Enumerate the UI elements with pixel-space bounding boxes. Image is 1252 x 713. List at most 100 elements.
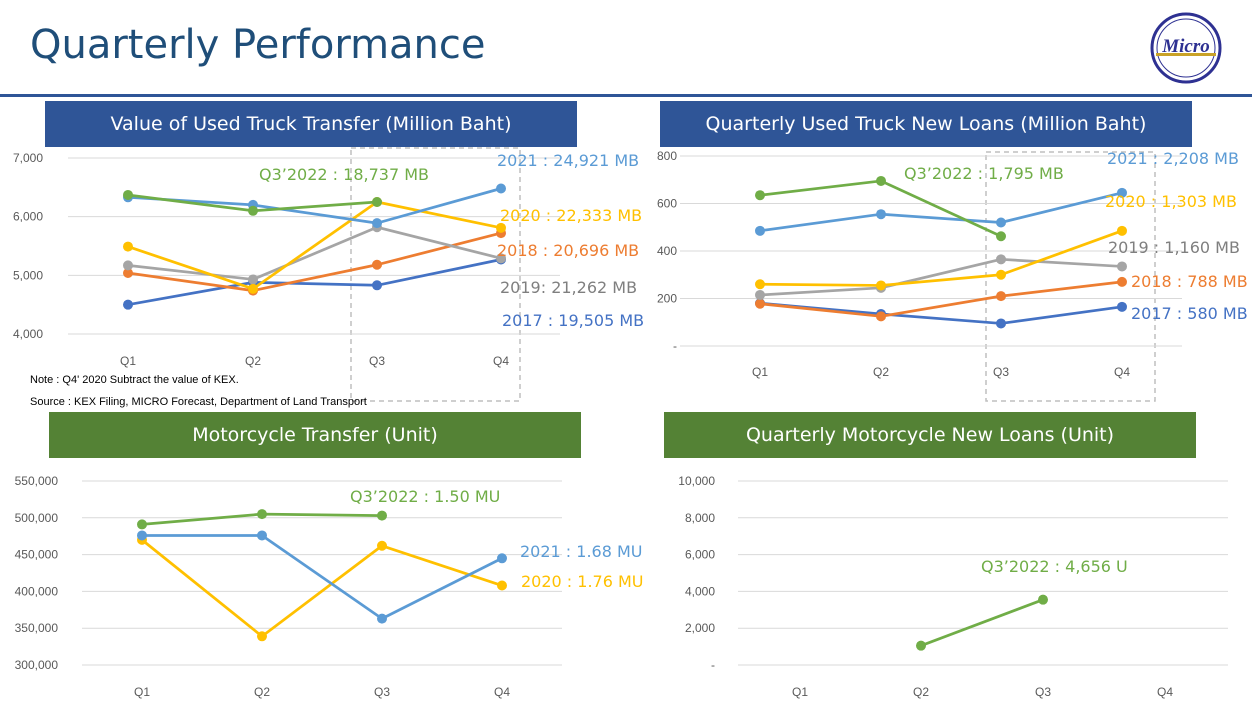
page-title: Quarterly Performance: [30, 22, 486, 68]
truck_loans-xtick-label: Q4: [1114, 365, 1130, 379]
truck-loans-header: Quarterly Used Truck New Loans (Million …: [660, 101, 1192, 147]
truck_loans-ytick-label: 400: [657, 244, 677, 258]
truck_loans-annotation: 2017 : 580 MB: [1131, 304, 1248, 323]
truck_loans-series-line-2021: [759, 191, 1123, 233]
truck_transfer-xtick-label: Q4: [493, 354, 509, 368]
truck_transfer-xtick-label: Q2: [245, 354, 261, 368]
truck_loans-point-2021: [996, 217, 1006, 228]
truck_transfer-point-2018: [123, 267, 133, 278]
truck_loans-highlight-box: [985, 151, 1156, 402]
truck_loans-ytick-label: 800: [657, 149, 677, 163]
truck_loans-series-line-2018: [759, 280, 1123, 318]
micro-logo: Micro: [1150, 12, 1222, 84]
moto_loans-ytick-label: 6,000: [685, 548, 715, 562]
truck_loans-point-2019: [1117, 261, 1127, 272]
moto_loans-ytick-label: 10,000: [678, 474, 715, 488]
moto_transfer-xtick-label: Q3: [374, 685, 390, 699]
truck_loans-point-2017: [1117, 301, 1127, 312]
truck_transfer-ytick-label: 4,000: [13, 327, 43, 341]
truck_loans-point-2022: [996, 231, 1006, 242]
truck_loans-point-2019: [755, 289, 765, 300]
truck_transfer-series-line-2020: [127, 200, 502, 291]
truck_transfer-point-2021: [496, 183, 506, 194]
truck_transfer-point-2021: [372, 218, 382, 229]
source-note: Source : KEX Filing, MICRO Forecast, Dep…: [30, 396, 367, 408]
truck_transfer-point-2022: [248, 205, 258, 216]
truck_loans-ytick-label: -: [673, 339, 677, 353]
truck_transfer-series-line-2018: [127, 231, 502, 292]
truck_transfer-xtick-label: Q1: [120, 354, 136, 368]
moto_transfer-series-line-2020: [141, 538, 503, 638]
truck_loans-xtick-label: Q1: [752, 365, 768, 379]
truck_loans-point-2018: [755, 298, 765, 309]
truck_transfer-series-line-2021: [127, 187, 502, 225]
moto_transfer-ytick-label: 400,000: [15, 584, 59, 598]
moto_transfer-ytick-label: 500,000: [15, 511, 59, 525]
truck_loans-xtick-label: Q3: [993, 365, 1009, 379]
moto_transfer-point-2020: [257, 631, 267, 642]
truck_transfer-annotation: 2019: 21,262 MB: [500, 278, 637, 297]
moto_transfer-point-2021: [497, 553, 507, 564]
moto_transfer-point-2021: [377, 613, 387, 624]
truck_loans-point-2018: [1117, 276, 1127, 287]
truck_transfer-series-line-2017: [127, 258, 502, 307]
truck_transfer-annotation: 2021 : 24,921 MB: [497, 151, 639, 170]
truck_loans-point-2022: [755, 190, 765, 201]
truck_transfer-point-2017: [123, 299, 133, 310]
truck_loans-annotation: 2020 : 1,303 MB: [1105, 192, 1237, 211]
moto_loans-annotation: Q3’2022 : 4,656 U: [981, 557, 1128, 576]
truck_loans-point-2018: [996, 291, 1006, 302]
truck_transfer-xtick-label: Q3: [369, 354, 385, 368]
moto_transfer-point-2020: [377, 540, 387, 551]
moto_loans-xtick-label: Q2: [913, 685, 929, 699]
truck_loans-point-2019: [996, 254, 1006, 265]
truck_loans-point-2022: [876, 175, 886, 186]
truck_transfer-annotation: 2020 : 22,333 MB: [500, 206, 642, 225]
moto_transfer-ytick-label: 550,000: [15, 474, 59, 488]
truck_transfer-ytick-label: 6,000: [13, 210, 43, 224]
logo-text: Micro: [1161, 36, 1210, 57]
moto_loans-series-line-2022: [920, 598, 1044, 647]
truck_loans-point-2021: [755, 225, 765, 236]
moto_loans-xtick-label: Q3: [1035, 685, 1051, 699]
moto_transfer-point-2022: [377, 510, 387, 521]
truck_loans-series-line-2020: [759, 229, 1123, 287]
moto_loans-ytick-label: 8,000: [685, 511, 715, 525]
truck_loans-point-2018: [876, 311, 886, 322]
truck_loans-point-2020: [996, 269, 1006, 280]
truck_transfer-annotation: 2018 : 20,696 MB: [497, 241, 639, 260]
truck_transfer-annotation: 2017 : 19,505 MB: [502, 311, 644, 330]
moto_loans-ytick-label: -: [711, 658, 715, 672]
truck_transfer-ytick-label: 7,000: [13, 151, 43, 165]
moto_loans-xtick-label: Q4: [1157, 685, 1173, 699]
footnote: Note : Q4' 2020 Subtract the value of KE…: [30, 374, 239, 386]
truck_loans-annotation: 2019 : 1,160 MB: [1108, 238, 1240, 257]
moto_transfer-ytick-label: 450,000: [15, 548, 59, 562]
truck_transfer-ytick-label: 5,000: [13, 268, 43, 282]
truck_loans-annotation: Q3’2022 : 1,795 MB: [904, 164, 1064, 183]
truck_transfer-point-2019: [248, 274, 258, 285]
truck_loans-point-2021: [1117, 187, 1127, 198]
moto_loans-xtick-label: Q1: [792, 685, 808, 699]
moto_transfer-annotation: 2020 : 1.76 MU: [521, 572, 644, 591]
moto_transfer-ytick-label: 300,000: [15, 658, 59, 672]
truck_loans-annotation: 2021 : 2,208 MB: [1107, 149, 1239, 168]
truck_loans-point-2020: [755, 279, 765, 290]
moto_transfer-annotation: Q3’2022 : 1.50 MU: [350, 487, 500, 506]
moto_transfer-point-2021: [257, 530, 267, 541]
moto_transfer-ytick-label: 350,000: [15, 621, 59, 635]
truck-transfer-header: Value of Used Truck Transfer (Million Ba…: [45, 101, 577, 147]
truck_loans-series-line-2022: [759, 179, 1002, 238]
moto_transfer-point-2022: [137, 519, 147, 530]
moto-loans-header: Quarterly Motorcycle New Loans (Unit): [664, 412, 1196, 458]
truck_transfer-point-2022: [372, 197, 382, 207]
truck_loans-ytick-label: 200: [657, 292, 677, 306]
truck_transfer-point-2020: [496, 222, 506, 233]
truck_transfer-annotation: Q3’2022 : 18,737 MB: [259, 165, 429, 184]
truck_loans-point-2021: [876, 209, 886, 220]
truck_loans-xtick-label: Q2: [873, 365, 889, 379]
truck_transfer-series-line-2019: [127, 225, 502, 281]
moto_loans-ytick-label: 2,000: [685, 621, 715, 635]
truck_loans-point-2020: [1117, 225, 1127, 236]
